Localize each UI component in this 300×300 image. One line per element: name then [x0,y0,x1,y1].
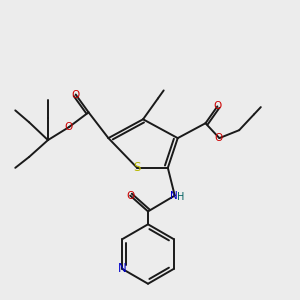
Text: H: H [177,192,184,202]
Text: S: S [134,161,141,174]
Text: N: N [118,262,127,275]
Text: O: O [213,101,221,111]
Text: N: N [170,190,178,201]
Text: O: O [126,190,134,201]
Text: O: O [214,133,223,143]
Text: O: O [72,89,80,100]
Text: O: O [64,122,73,132]
